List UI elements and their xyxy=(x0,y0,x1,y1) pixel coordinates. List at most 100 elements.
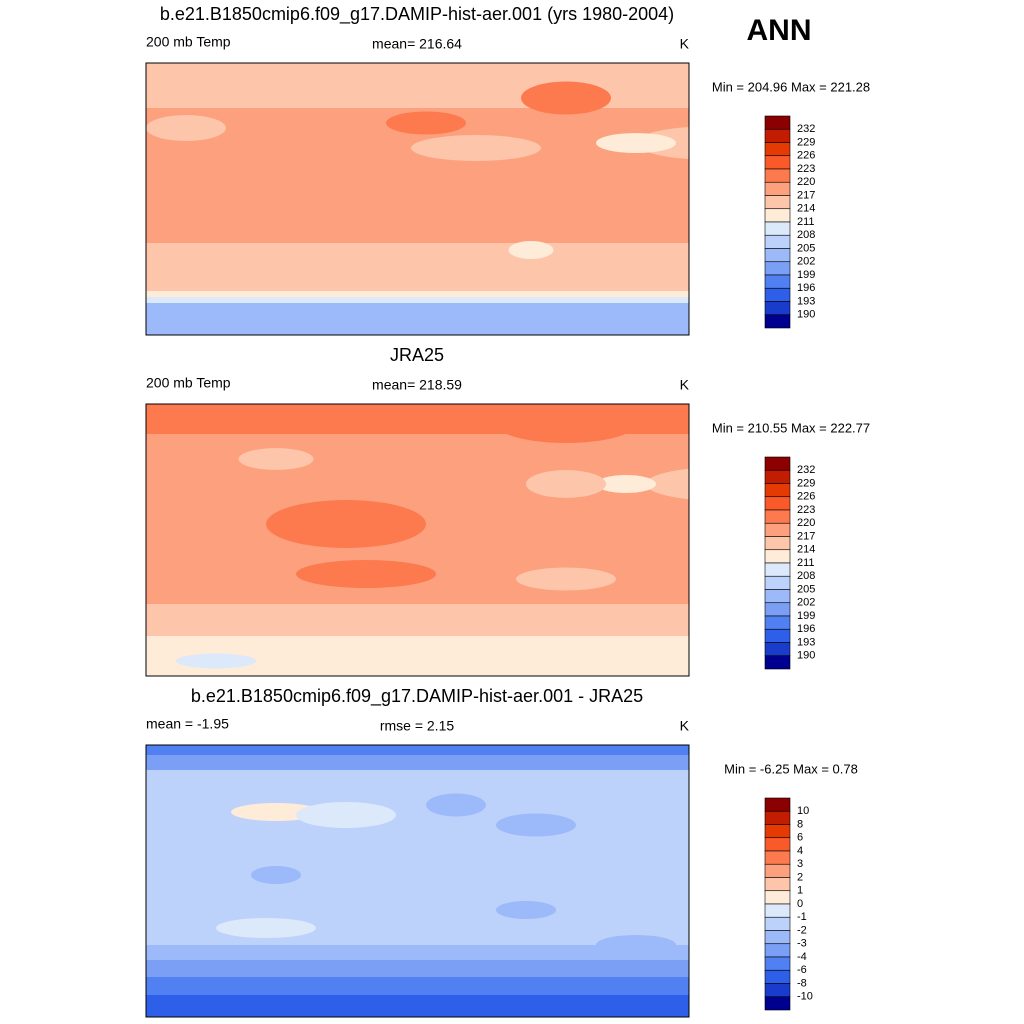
field-blob xyxy=(496,901,556,919)
field-band xyxy=(146,303,689,335)
map-field xyxy=(146,404,689,676)
colorbar-box xyxy=(764,589,791,604)
colorbar-label: 193 xyxy=(797,636,815,648)
colorbar-label: 220 xyxy=(797,517,815,529)
panel-title: b.e21.B1850cmip6.f09_g17.DAMIP-hist-aer.… xyxy=(160,4,674,25)
colorbar-label: -1 xyxy=(797,911,807,923)
colorbar-label: 229 xyxy=(797,136,815,148)
field-blob xyxy=(146,115,226,141)
colorbar-box xyxy=(764,575,791,590)
field-blob xyxy=(216,918,316,938)
field-blob xyxy=(296,560,436,588)
map-frame xyxy=(145,62,690,336)
colorbar-box xyxy=(764,181,791,196)
colorbar-label: 232 xyxy=(797,464,815,476)
colorbar-label: 217 xyxy=(797,530,815,542)
colorbar-label: 217 xyxy=(797,189,815,201)
colorbar-label: 199 xyxy=(797,610,815,622)
field-blob xyxy=(521,81,611,115)
colorbar-label: -3 xyxy=(797,938,807,950)
units-label: K xyxy=(680,36,690,52)
colorbar-box xyxy=(764,877,791,892)
colorbar-box xyxy=(764,797,791,812)
field-blob xyxy=(426,793,486,817)
center-label: mean= 216.64 xyxy=(372,36,462,52)
field-band xyxy=(146,297,689,305)
field-blob xyxy=(596,133,676,153)
colorbar-box xyxy=(764,916,791,931)
colorbar-label: 211 xyxy=(797,216,815,228)
colorbar-label: 220 xyxy=(797,176,815,188)
colorbar-label: -8 xyxy=(797,977,807,989)
colorbar-box xyxy=(764,956,791,971)
colorbar-label: 10 xyxy=(797,805,809,817)
colorbar-box xyxy=(764,837,791,852)
colorbar-box xyxy=(764,115,791,130)
colorbar-box xyxy=(764,168,791,183)
panel-title: JRA25 xyxy=(390,345,444,365)
colorbar-box xyxy=(764,195,791,210)
colorbar-label: 202 xyxy=(797,597,815,609)
colorbar-box xyxy=(764,509,791,524)
colorbar-box xyxy=(764,221,791,236)
field-blob xyxy=(596,475,656,493)
colorbar-box xyxy=(764,824,791,839)
colorbar-label: 1 xyxy=(797,885,803,897)
colorbar-box xyxy=(764,602,791,617)
field-blob xyxy=(646,468,689,500)
colorbar-label: 211 xyxy=(797,557,815,569)
field-blob xyxy=(251,866,301,884)
field-blob xyxy=(411,135,541,161)
min-max-label: Min = -6.25 Max = 0.78 xyxy=(724,761,858,776)
colorbar-box xyxy=(764,496,791,511)
field-blob xyxy=(238,448,314,470)
left-label: 200 mb Temp xyxy=(146,34,231,50)
colorbar-label: 190 xyxy=(797,309,815,321)
colorbar-label: 205 xyxy=(797,583,815,595)
min-max-label: Min = 210.55 Max = 222.77 xyxy=(712,420,870,435)
colorbar-box xyxy=(764,208,791,223)
field-band xyxy=(146,745,689,755)
colorbar-label: 6 xyxy=(797,832,803,844)
colorbar-box xyxy=(764,930,791,945)
colorbar-label: 214 xyxy=(797,544,815,556)
field-blob xyxy=(386,111,466,135)
center-label: mean= 218.59 xyxy=(372,377,462,393)
colorbar-box xyxy=(764,642,791,657)
colorbar-label: 229 xyxy=(797,477,815,489)
field-blob xyxy=(296,802,396,828)
colorbar-box xyxy=(764,863,791,878)
colorbar-box xyxy=(764,456,791,471)
field-blob xyxy=(508,241,554,259)
colorbar-box xyxy=(764,562,791,577)
colorbar-box xyxy=(764,615,791,630)
colorbar-box xyxy=(764,301,791,316)
colorbar-label: 199 xyxy=(797,269,815,281)
field-blob xyxy=(496,405,636,443)
colorbar-box xyxy=(764,549,791,564)
colorbar-label: 193 xyxy=(797,295,815,307)
map-field xyxy=(146,745,689,1017)
colorbar-box xyxy=(764,628,791,643)
colorbar-label: 223 xyxy=(797,163,815,175)
colorbar-box xyxy=(764,483,791,498)
field-blob xyxy=(496,813,576,837)
colorbar-box xyxy=(764,890,791,905)
colorbar-label: -6 xyxy=(797,964,807,976)
colorbar-box xyxy=(764,903,791,918)
colorbar-box xyxy=(764,155,791,170)
colorbar-label: 208 xyxy=(797,570,815,582)
left-label: 200 mb Temp xyxy=(146,375,231,391)
colorbar-box xyxy=(764,983,791,998)
colorbar-label: 2 xyxy=(797,871,803,883)
colorbar-box xyxy=(764,536,791,551)
colorbar-box xyxy=(764,287,791,302)
colorbar-label: 0 xyxy=(797,898,803,910)
colorbar-label: 4 xyxy=(797,845,803,857)
colorbar-box xyxy=(764,142,791,157)
colorbar-box xyxy=(764,969,791,984)
colorbar-label: -4 xyxy=(797,951,807,963)
colorbar-label: 196 xyxy=(797,623,815,635)
colorbar-box xyxy=(764,810,791,825)
